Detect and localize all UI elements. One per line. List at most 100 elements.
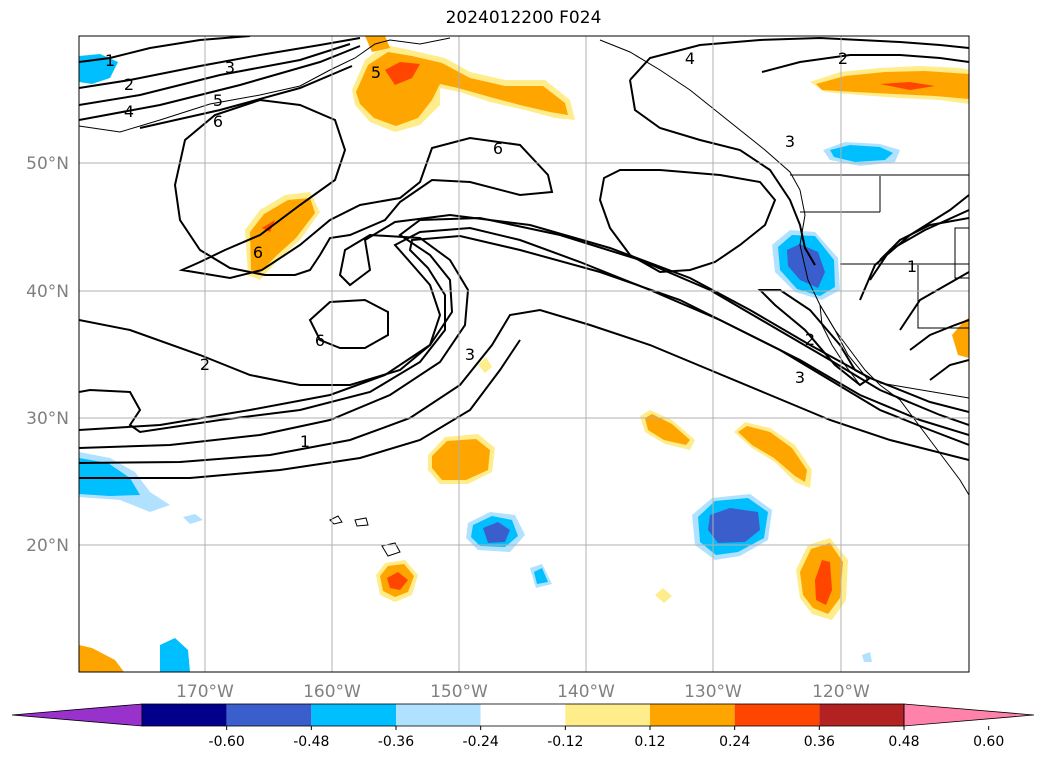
colorbar-tick-label: -0.24 bbox=[463, 734, 499, 750]
anomaly-positive-hawaii-s-core bbox=[387, 572, 408, 590]
island-hawaii-3 bbox=[381, 542, 401, 557]
colorbar-tick-label: -0.60 bbox=[209, 734, 245, 750]
colorbar-tick-label: 0.48 bbox=[888, 734, 919, 750]
contour-band-5 bbox=[79, 308, 969, 464]
contour-mid-6 bbox=[598, 169, 777, 274]
colorbar-tick-label: 0.12 bbox=[634, 734, 665, 750]
graticule bbox=[79, 36, 969, 672]
contour-band-1 bbox=[79, 226, 969, 446]
colorbar-segment bbox=[819, 704, 904, 726]
contour-east-g bbox=[929, 359, 969, 381]
anomaly-negative-subtropic-core bbox=[708, 508, 760, 543]
lat-label-30n: 30°N bbox=[26, 409, 69, 429]
contour-east-f bbox=[909, 319, 969, 351]
anomaly-positive-subtropic-b-mid bbox=[645, 414, 690, 445]
anomaly-positive-sw-corner bbox=[79, 645, 124, 672]
colorbar-extend-max bbox=[903, 703, 1035, 727]
contour-ne-loop bbox=[629, 79, 816, 266]
border-us-mexico bbox=[879, 382, 969, 399]
anomaly-positive-west-band-mid bbox=[250, 198, 315, 275]
colorbar-extend-min bbox=[11, 703, 143, 727]
contour-label: 1 bbox=[105, 51, 115, 70]
contour-east-e bbox=[899, 271, 969, 331]
contour-label: 4 bbox=[124, 102, 134, 121]
lon-label-140w: 140°W bbox=[557, 682, 615, 702]
lon-label-160w: 160°W bbox=[303, 682, 361, 702]
colorbar-segment bbox=[226, 704, 312, 726]
contour-label: 6 bbox=[213, 112, 223, 131]
colorbar-segment bbox=[142, 704, 227, 726]
contour-north-1 bbox=[79, 36, 251, 63]
map-title: 2024012200 F024 bbox=[445, 8, 602, 28]
contour-band-2 bbox=[79, 234, 969, 436]
colorbar-tick-label: 0.24 bbox=[719, 734, 750, 750]
contour-label: 2 bbox=[805, 330, 815, 349]
contour-north-4 bbox=[79, 45, 361, 121]
lon-label-130w: 130°W bbox=[684, 682, 742, 702]
island-hawaii-2 bbox=[354, 517, 369, 527]
border-state-5 bbox=[954, 227, 969, 279]
contour-east-a bbox=[757, 289, 872, 387]
contour-east-c bbox=[869, 209, 969, 281]
anomaly-positive-south-east-core bbox=[815, 560, 832, 605]
contour-closed-6-small bbox=[308, 298, 389, 349]
colorbar-tick-label: 0.36 bbox=[804, 734, 835, 750]
contour-closed-west bbox=[173, 98, 554, 280]
longitude-labels: 170°W 160°W 150°W 140°W 130°W 120°W bbox=[176, 682, 870, 702]
anomaly-negative-hawaii-n bbox=[183, 514, 203, 524]
contour-label: 2 bbox=[124, 75, 134, 94]
colorbar-segment bbox=[396, 704, 481, 726]
contour-label: 6 bbox=[253, 243, 263, 262]
colorbar-outline bbox=[141, 703, 905, 727]
map-frame bbox=[78, 35, 970, 673]
anomaly-negative-hawaii-e-core bbox=[483, 522, 510, 543]
lat-label-50n: 50°N bbox=[26, 154, 69, 174]
contour-ne-closed bbox=[629, 36, 969, 81]
contour-east-d bbox=[859, 194, 969, 301]
contour-label: 2 bbox=[838, 49, 848, 68]
contour-label: 3 bbox=[795, 368, 805, 387]
colorbar-segment bbox=[480, 704, 566, 726]
lon-label-120w: 120°W bbox=[812, 682, 870, 702]
colorbar-segment bbox=[311, 704, 396, 726]
contour-label: 6 bbox=[493, 139, 503, 158]
contour-label: 1 bbox=[907, 257, 917, 276]
contour-north-2 bbox=[79, 37, 361, 89]
contour-band-3 bbox=[79, 216, 969, 431]
contour-band-4 bbox=[79, 213, 969, 449]
contour-label: 6 bbox=[315, 331, 325, 350]
contour-label: 3 bbox=[785, 132, 795, 151]
coastline-alaska bbox=[79, 37, 451, 133]
anomaly-positive-gulf-alaska-core bbox=[385, 62, 420, 85]
contour-lines bbox=[79, 36, 969, 479]
contour-label: 5 bbox=[371, 63, 381, 82]
lat-label-40n: 40°N bbox=[26, 282, 69, 302]
contour-label: 3 bbox=[225, 58, 235, 77]
lon-label-170w: 170°W bbox=[176, 682, 234, 702]
contour-label: 2 bbox=[200, 355, 210, 374]
latitude-labels: 50°N 40°N 30°N 20°N bbox=[26, 154, 69, 556]
contour-north-3 bbox=[79, 43, 351, 106]
anomaly-positive-north-strip-top bbox=[365, 36, 390, 52]
colorbar-tick-label: -0.36 bbox=[378, 734, 414, 750]
anomaly-positive-small-c bbox=[655, 588, 672, 603]
anomaly-positive-subtropic-c-mid bbox=[738, 426, 807, 482]
anomaly-positive-subtropic-a-mid bbox=[432, 439, 490, 480]
anomaly-positive-small-d bbox=[478, 357, 492, 373]
island-hawaii-1 bbox=[329, 515, 343, 525]
contour-label: 3 bbox=[465, 345, 475, 364]
colorbar-tick-label: -0.48 bbox=[293, 734, 329, 750]
lon-label-150w: 150°W bbox=[430, 682, 488, 702]
anomaly-negative-tiny-se bbox=[862, 652, 872, 662]
anomaly-negative-sw-corner bbox=[160, 638, 190, 672]
contour-label: 4 bbox=[685, 49, 695, 68]
contour-labels: 1 2 3 4 5 6 6 6 6 5 2 1 3 3 2 3 4 2 1 bbox=[105, 49, 917, 451]
colorbar-segment bbox=[565, 704, 650, 726]
colorbar-tick-label: 0.60 bbox=[973, 734, 1004, 750]
anomaly-negative-small-south-core bbox=[534, 568, 548, 584]
anomaly-negative-canada-core bbox=[830, 145, 893, 162]
contour-label: 1 bbox=[300, 432, 310, 451]
contour-label: 5 bbox=[213, 91, 223, 110]
colorbar-segment bbox=[650, 704, 735, 726]
